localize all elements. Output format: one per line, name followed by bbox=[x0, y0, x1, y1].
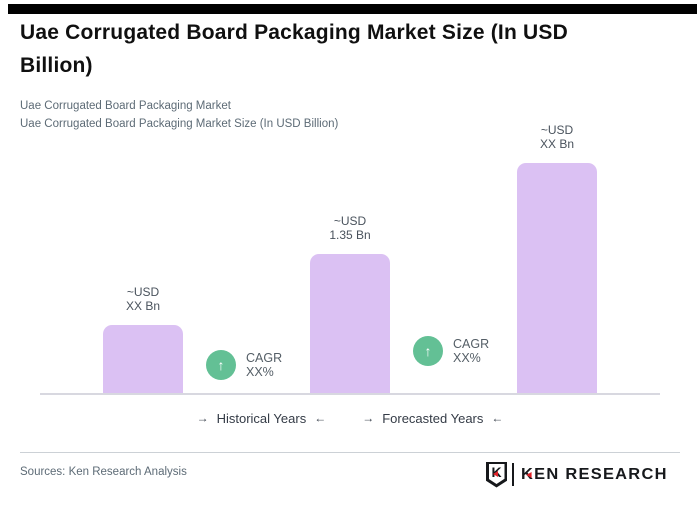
cagr-label: CAGR XX% bbox=[453, 337, 489, 365]
footer-divider bbox=[20, 452, 680, 453]
cagr-line-1: CAGR bbox=[453, 337, 490, 351]
logo-red-triangle-icon bbox=[525, 471, 532, 478]
left-arrow-icon: ← bbox=[491, 411, 504, 425]
logo-separator bbox=[512, 463, 514, 486]
x-axis-line bbox=[40, 393, 660, 395]
historical-years-label: → Historical Years ← bbox=[197, 411, 327, 426]
page-title: Uae Corrugated Board Packaging Market Si… bbox=[20, 21, 568, 77]
chart-subtitle: Uae Corrugated Board Packaging Market Ua… bbox=[20, 97, 338, 133]
subtitle-line-1: Uae Corrugated Board Packaging Market bbox=[20, 100, 231, 112]
cagr-line-2: XX% bbox=[453, 351, 481, 365]
left-arrow-icon: ← bbox=[314, 411, 327, 425]
up-arrow-icon: ↑ bbox=[206, 350, 236, 380]
right-arrow-icon: → bbox=[196, 411, 209, 425]
bar-forecast bbox=[517, 163, 597, 394]
logo-red-triangle-icon bbox=[493, 471, 498, 477]
cagr-annotation: ↑ CAGR XX% bbox=[206, 350, 282, 380]
logo-wordmark: KEN RESEARCH bbox=[521, 466, 668, 484]
logo-shield-icon: K bbox=[486, 461, 507, 488]
bar-value-line-1: ~USD bbox=[126, 285, 160, 299]
subtitle-line-2: Uae Corrugated Board Packaging Market Si… bbox=[20, 118, 339, 130]
forecasted-years-label: → Forecasted Years ← bbox=[362, 411, 503, 426]
top-accent-bar bbox=[8, 4, 697, 14]
bar-value-label: ~USD XX Bn bbox=[83, 285, 203, 313]
axis-group-label: Historical Years bbox=[216, 410, 307, 426]
cagr-line-2: XX% bbox=[246, 365, 274, 379]
bar-historical bbox=[103, 325, 183, 394]
cagr-label: CAGR XX% bbox=[246, 351, 282, 379]
ken-research-logo: K KEN RESEARCH bbox=[486, 461, 666, 488]
bar-value-line-2: 1.35 Bn bbox=[329, 228, 371, 242]
bar-value-label: ~USD XX Bn bbox=[497, 123, 617, 151]
logo-wordmark-text: KEN RESEARCH bbox=[521, 465, 668, 483]
bar-value-line-1: ~USD bbox=[540, 123, 574, 137]
bar-current bbox=[310, 254, 390, 394]
cagr-line-1: CAGR bbox=[246, 351, 283, 365]
up-arrow-icon: ↑ bbox=[413, 336, 443, 366]
cagr-annotation: ↑ CAGR XX% bbox=[413, 336, 489, 366]
sources-text: Sources: Ken Research Analysis bbox=[20, 466, 187, 478]
bar-value-line-2: XX Bn bbox=[125, 299, 161, 313]
axis-group-label: Forecasted Years bbox=[382, 410, 484, 426]
bar-value-label: ~USD 1.35 Bn bbox=[290, 214, 410, 242]
bar-value-line-1: ~USD bbox=[333, 214, 367, 228]
x-axis-labels: → Historical Years ← → Forecasted Years … bbox=[40, 408, 660, 428]
right-arrow-icon: → bbox=[362, 411, 375, 425]
bar-value-line-2: XX Bn bbox=[539, 137, 575, 151]
